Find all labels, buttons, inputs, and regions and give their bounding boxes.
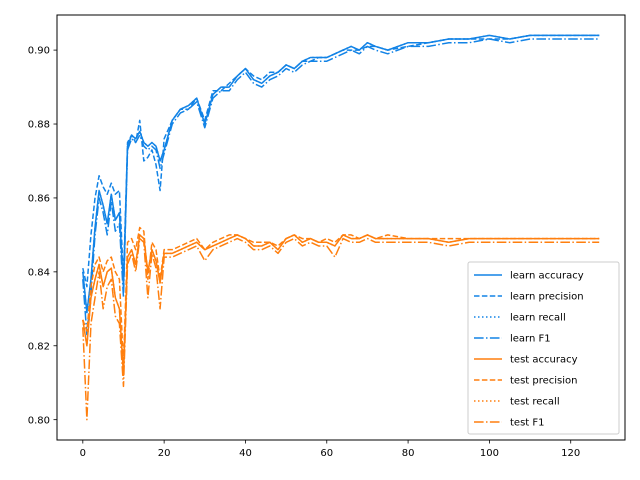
x-axis: 0 20 40 60 80 100 120 bbox=[80, 440, 580, 459]
legend-label: learn F1 bbox=[510, 334, 551, 345]
x-tick-label: 80 bbox=[402, 448, 415, 459]
y-tick-label: 0.80 bbox=[28, 415, 50, 426]
plot-frame bbox=[56, 14, 626, 441]
legend-label: learn precision bbox=[510, 292, 584, 303]
y-axis: 0.80 0.82 0.84 0.86 0.88 0.90 bbox=[28, 46, 57, 426]
series-line-test-precision bbox=[82, 226, 600, 365]
series-line-learn-precision bbox=[82, 34, 600, 288]
legend-label: test accuracy bbox=[510, 355, 578, 366]
x-tick-label: 0 bbox=[80, 448, 86, 459]
x-tick-label: 100 bbox=[480, 448, 499, 459]
series-line-learn-f1 bbox=[82, 38, 600, 336]
y-tick-label: 0.86 bbox=[28, 194, 50, 205]
series-layer bbox=[82, 34, 600, 421]
y-tick-label: 0.84 bbox=[28, 267, 50, 278]
legend-box bbox=[467, 261, 620, 435]
legend: learn accuracy learn precision learn recal… bbox=[467, 261, 620, 435]
series-line-test-f1 bbox=[82, 237, 600, 421]
legend-label: test precision bbox=[510, 376, 578, 387]
x-tick-label: 120 bbox=[561, 448, 580, 459]
x-tick-label: 60 bbox=[320, 448, 333, 459]
legend-label: test F1 bbox=[510, 418, 545, 429]
legend-label: learn recall bbox=[510, 313, 566, 324]
x-tick-label: 40 bbox=[239, 448, 252, 459]
x-tick-label: 20 bbox=[158, 448, 171, 459]
legend-label: test recall bbox=[510, 397, 560, 408]
series-line-test-accuracy bbox=[82, 234, 600, 377]
legend-label: learn accuracy bbox=[510, 271, 584, 282]
y-tick-label: 0.82 bbox=[28, 341, 50, 352]
y-tick-label: 0.90 bbox=[28, 46, 50, 57]
y-tick-label: 0.88 bbox=[28, 120, 50, 131]
